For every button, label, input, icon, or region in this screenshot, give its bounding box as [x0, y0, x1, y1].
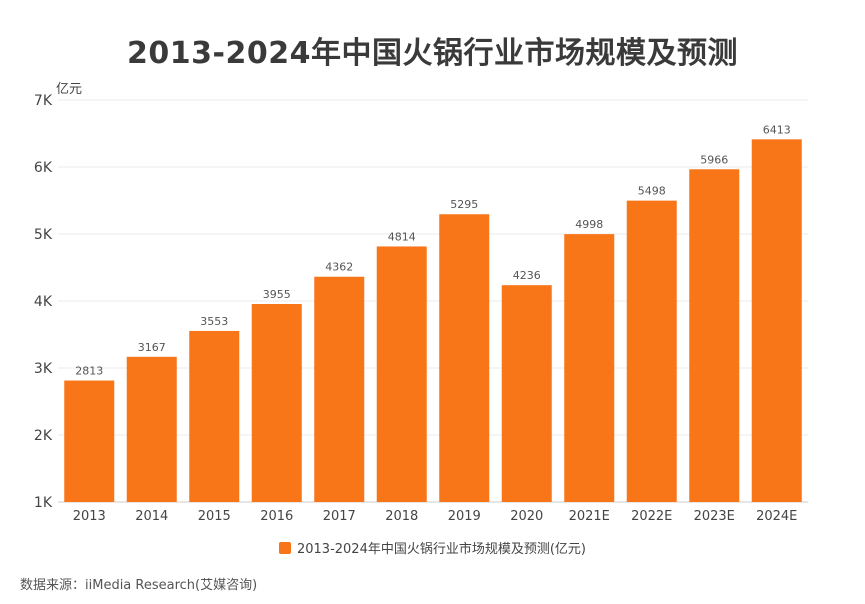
x-tick-label: 2013 [73, 509, 106, 524]
bar[interactable] [751, 139, 802, 503]
bar[interactable] [189, 330, 240, 502]
bar[interactable] [501, 285, 552, 502]
data-label: 3167 [138, 341, 166, 354]
y-axis-ticks: 1K 2K 3K 4K 5K 6K 7K [34, 93, 53, 511]
data-label: 4236 [513, 269, 541, 282]
data-label: 4814 [388, 230, 416, 243]
legend-swatch [278, 541, 291, 554]
x-tick-label: 2024E [756, 509, 797, 524]
y-tick-label: 4K [34, 294, 53, 310]
data-label: 5498 [638, 185, 666, 198]
legend-label: 2013-2024年中国火锅行业市场规模及预测(亿元) [296, 542, 586, 557]
data-label: 4998 [575, 218, 603, 231]
x-tick-label: 2017 [323, 509, 356, 524]
y-tick-label: 5K [34, 227, 53, 243]
bar[interactable] [564, 234, 615, 502]
data-label: 4362 [325, 261, 353, 274]
bar[interactable] [439, 214, 490, 503]
data-label: 5966 [700, 153, 728, 166]
chart-title: 2013-2024年中国火锅行业市场规模及预测 [127, 36, 738, 71]
y-tick-label: 6K [34, 160, 53, 176]
data-labels: 2813 3167 3553 3955 4362 4814 5295 4236 4998 5498… [75, 123, 791, 377]
y-tick-label: 1K [34, 495, 53, 511]
data-label: 2813 [75, 365, 103, 378]
bar[interactable] [376, 246, 427, 502]
source-note: 数据来源：iiMedia Research(艾媒咨询) [20, 578, 258, 593]
x-tick-label: 2018 [385, 509, 418, 524]
legend[interactable]: 2013-2024年中国火锅行业市场规模及预测(亿元) [0, 538, 865, 557]
data-label: 6413 [763, 123, 791, 136]
y-tick-label: 3K [34, 361, 53, 377]
bars [64, 139, 802, 503]
bar[interactable] [314, 276, 365, 502]
x-tick-label: 2020 [510, 509, 543, 524]
x-axis-ticks: 2013 2014 2015 2016 2017 2018 2019 2020 2021E 202… [73, 509, 798, 524]
x-tick-label: 2019 [448, 509, 481, 524]
y-tick-label: 2K [34, 428, 53, 444]
x-tick-label: 2014 [135, 509, 168, 524]
y-tick-label: 7K [34, 93, 53, 109]
bar[interactable] [689, 169, 740, 502]
x-tick-label: 2023E [694, 509, 735, 524]
bar[interactable] [626, 200, 677, 502]
bar[interactable] [126, 356, 177, 502]
y-axis-unit-label: 亿元 [56, 82, 82, 97]
bar[interactable] [64, 380, 115, 502]
data-label: 3955 [263, 288, 291, 301]
x-tick-label: 2021E [569, 509, 610, 524]
grid-lines [58, 99, 808, 503]
data-label: 3553 [200, 315, 228, 328]
x-tick-label: 2016 [260, 509, 293, 524]
x-tick-label: 2022E [631, 509, 672, 524]
x-tick-label: 2015 [198, 509, 231, 524]
data-label: 5295 [450, 198, 478, 211]
bar[interactable] [251, 304, 302, 502]
